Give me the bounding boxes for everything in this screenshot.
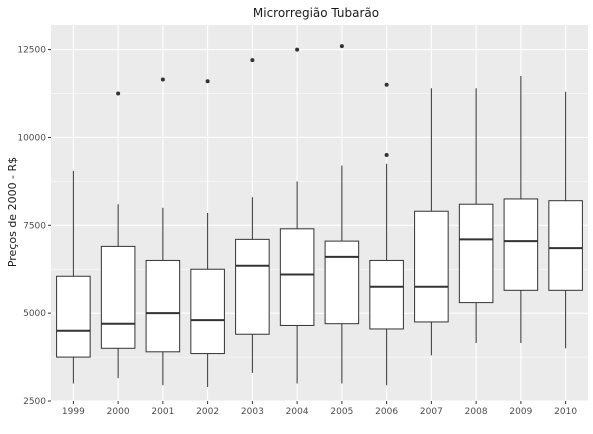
x-tick-label: 2006 xyxy=(375,407,398,417)
x-tick-label: 2008 xyxy=(465,407,488,417)
outlier-point xyxy=(160,77,165,82)
x-tick-label: 2001 xyxy=(151,407,174,417)
box-iqr xyxy=(414,210,449,323)
box-iqr xyxy=(548,200,583,291)
box-2003 xyxy=(235,58,270,373)
x-tick-label: 2007 xyxy=(420,407,443,417)
box-2002 xyxy=(190,79,225,387)
box-2009 xyxy=(503,75,539,344)
box-1999 xyxy=(56,170,91,384)
box-2010 xyxy=(548,91,583,349)
box-iqr xyxy=(279,228,315,326)
y-tick-label: 7500 xyxy=(23,221,46,231)
box-2004 xyxy=(279,47,315,384)
outlier-point xyxy=(384,153,389,158)
box-2000 xyxy=(100,91,136,379)
chart-title: Microrregião Tubarão xyxy=(253,6,379,20)
box-iqr xyxy=(145,259,181,353)
outlier-point xyxy=(116,91,121,96)
box-iqr xyxy=(458,203,494,304)
x-tick-label: 2010 xyxy=(554,407,577,417)
x-tick-label: 2009 xyxy=(509,407,532,417)
plot-panel xyxy=(51,25,588,401)
y-tick-label: 2500 xyxy=(23,397,46,407)
y-tick-label: 10000 xyxy=(17,133,46,143)
x-axis: 1999 2000 2001 2002 2003 2004 2005 2006 2007 2008… xyxy=(62,401,577,417)
outlier-point xyxy=(250,58,255,63)
box-iqr xyxy=(190,268,225,355)
box-iqr xyxy=(100,245,136,349)
box-iqr xyxy=(369,259,404,330)
box-iqr xyxy=(56,275,91,358)
y-tick-label: 12500 xyxy=(17,46,46,56)
box-2006 xyxy=(369,82,404,386)
x-tick-label: 2003 xyxy=(241,407,264,417)
x-tick-label: 2002 xyxy=(196,407,219,417)
x-tick-label: 1999 xyxy=(62,407,85,417)
y-axis: 2500 5000 7500 10000 12500 xyxy=(17,46,51,407)
y-axis-label: Preços de 2000 - R$ xyxy=(6,157,19,267)
box-2005 xyxy=(324,44,360,384)
box-iqr xyxy=(503,198,539,291)
x-tick-label: 2000 xyxy=(107,407,130,417)
box-iqr xyxy=(324,240,360,325)
outlier-point xyxy=(339,44,344,49)
boxes xyxy=(56,44,583,387)
box-2008 xyxy=(458,88,494,344)
outlier-point xyxy=(384,82,389,87)
x-tick-label: 2004 xyxy=(286,407,309,417)
box-2007 xyxy=(414,88,449,356)
y-tick-label: 5000 xyxy=(23,309,46,319)
box-iqr xyxy=(235,238,270,335)
outlier-point xyxy=(205,79,210,84)
outlier-point xyxy=(295,47,300,52)
x-tick-label: 2005 xyxy=(330,407,353,417)
box-2001 xyxy=(145,77,181,386)
